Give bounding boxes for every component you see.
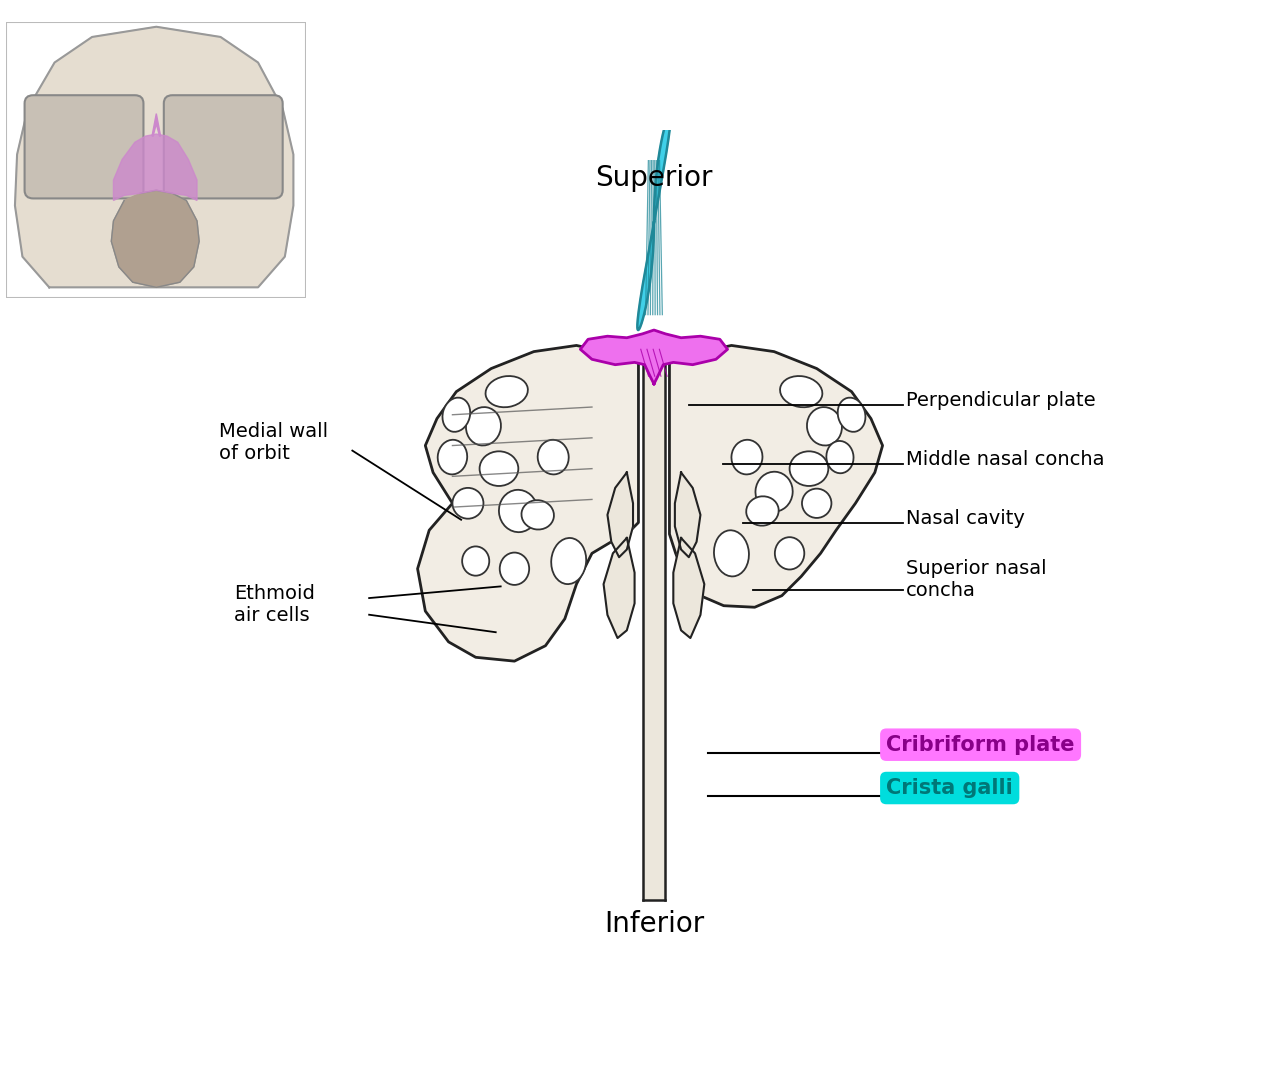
Ellipse shape: [803, 489, 832, 518]
Text: Superior nasal
concha: Superior nasal concha: [906, 559, 1046, 601]
Polygon shape: [111, 190, 199, 288]
Ellipse shape: [500, 553, 530, 585]
Text: Medial wall
of orbit: Medial wall of orbit: [219, 422, 328, 463]
Ellipse shape: [462, 546, 489, 576]
Ellipse shape: [715, 530, 749, 577]
Ellipse shape: [731, 439, 763, 474]
Ellipse shape: [551, 538, 586, 584]
Polygon shape: [15, 27, 293, 288]
Ellipse shape: [438, 439, 467, 474]
Polygon shape: [675, 473, 701, 557]
Polygon shape: [637, 115, 671, 330]
FancyBboxPatch shape: [24, 95, 143, 198]
Polygon shape: [643, 353, 665, 900]
Text: Nasal cavity: Nasal cavity: [906, 510, 1025, 528]
Text: Superior: Superior: [595, 164, 713, 193]
Polygon shape: [604, 538, 634, 638]
Ellipse shape: [537, 439, 569, 474]
Polygon shape: [114, 134, 197, 200]
Polygon shape: [670, 345, 883, 607]
Ellipse shape: [746, 497, 778, 526]
Polygon shape: [607, 473, 633, 557]
Ellipse shape: [806, 407, 842, 446]
Ellipse shape: [522, 500, 554, 529]
Ellipse shape: [499, 490, 537, 532]
Polygon shape: [581, 330, 727, 384]
FancyBboxPatch shape: [163, 95, 283, 198]
Text: Perpendicular plate: Perpendicular plate: [906, 391, 1096, 410]
Polygon shape: [152, 114, 161, 136]
Ellipse shape: [486, 377, 528, 407]
Ellipse shape: [755, 472, 792, 512]
Ellipse shape: [453, 488, 484, 518]
Polygon shape: [674, 538, 704, 638]
Ellipse shape: [827, 441, 854, 473]
Ellipse shape: [480, 451, 518, 486]
Text: Inferior: Inferior: [604, 910, 704, 938]
Ellipse shape: [466, 407, 501, 446]
Polygon shape: [417, 345, 638, 661]
Text: Middle nasal concha: Middle nasal concha: [906, 450, 1105, 470]
Text: Ethmoid
air cells: Ethmoid air cells: [234, 584, 315, 625]
Ellipse shape: [780, 377, 822, 407]
Ellipse shape: [838, 398, 865, 432]
Ellipse shape: [443, 398, 470, 432]
Ellipse shape: [775, 537, 804, 569]
Text: Cribriform plate: Cribriform plate: [887, 735, 1074, 755]
Text: Crista galli: Crista galli: [887, 778, 1013, 799]
Ellipse shape: [790, 451, 828, 486]
